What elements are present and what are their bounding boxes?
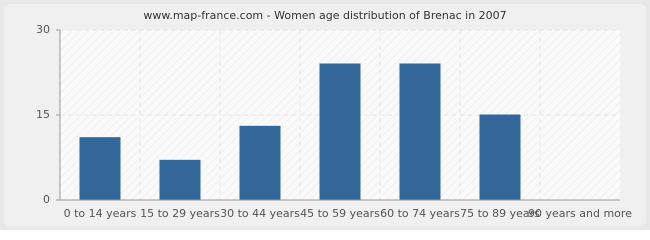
y-tick-label: 30 [36,23,50,36]
y-tick-label: 15 [36,108,50,121]
bar [79,137,121,201]
x-tick-label: 45 to 59 years [300,207,380,220]
bar [239,125,281,201]
x-tick-label: 60 to 74 years [380,207,460,220]
bar [159,159,201,201]
chart: www.map-france.com - Women age distribut… [0,0,650,230]
chart-title: www.map-france.com - Women age distribut… [143,9,506,22]
x-tick-label: 30 to 44 years [220,207,300,220]
y-tick-label: 0 [43,193,50,206]
x-tick-label: 90 years and more [528,207,632,220]
x-tick-label: 15 to 29 years [140,207,220,220]
x-tick-label: 0 to 14 years [64,207,137,220]
bar [399,63,441,201]
bar [319,63,361,201]
page: {"chart_data": {"type": "bar", "title": … [0,0,650,230]
x-tick-label: 75 to 89 years [460,207,540,220]
bar [479,114,521,201]
